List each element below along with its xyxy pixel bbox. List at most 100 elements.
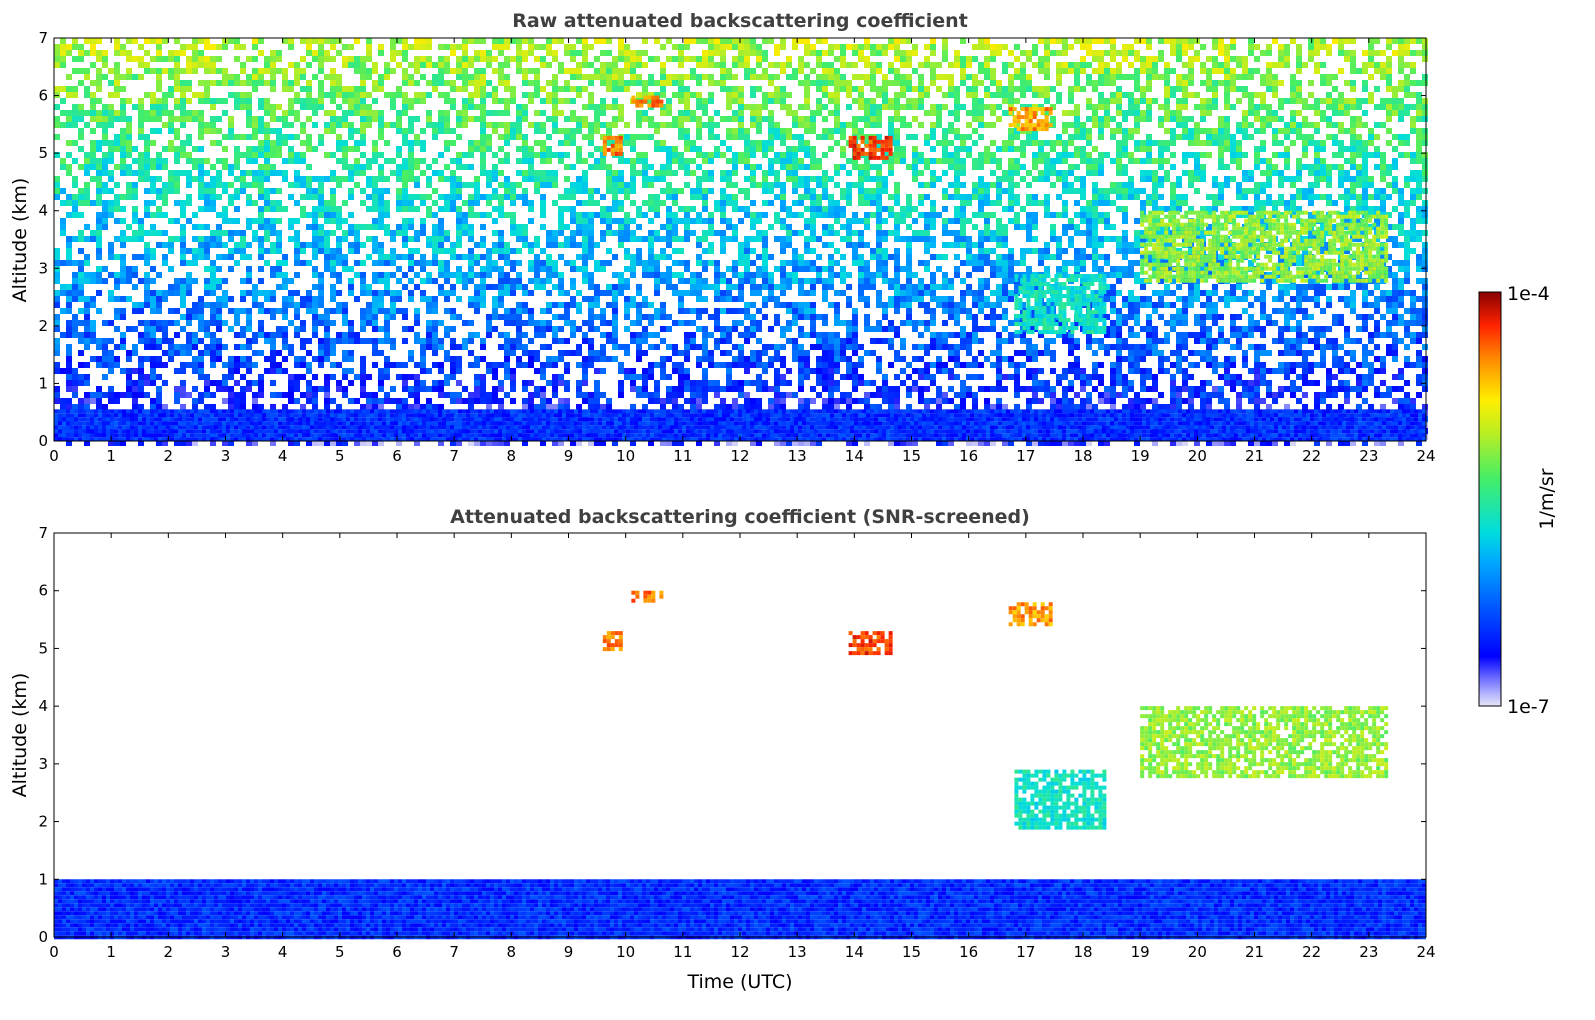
noise-cell	[1020, 104, 1026, 110]
noise-cell	[408, 116, 414, 122]
noise-cell	[366, 194, 372, 200]
noise-cell	[1092, 38, 1098, 44]
noise-cell	[372, 110, 378, 116]
noise-cell	[468, 230, 474, 236]
noise-cell	[258, 50, 264, 56]
noise-cell	[1194, 140, 1200, 146]
noise-cell	[930, 146, 936, 152]
noise-cell	[1020, 92, 1026, 98]
noise-cell	[174, 134, 180, 140]
noise-cell	[156, 68, 162, 74]
noise-cell	[1074, 86, 1080, 92]
noise-cell	[726, 104, 732, 110]
noise-cell	[408, 62, 414, 68]
noise-cell	[960, 224, 966, 230]
noise-cell	[1350, 176, 1356, 182]
noise-cell	[906, 62, 912, 68]
noise-cell	[228, 80, 234, 86]
noise-cell	[60, 164, 66, 170]
noise-cell	[234, 44, 240, 50]
noise-cell	[168, 68, 174, 74]
noise-cell	[60, 56, 66, 62]
noise-cell	[90, 80, 96, 86]
noise-cell	[942, 38, 948, 44]
noise-cell	[348, 56, 354, 62]
noise-cell	[522, 134, 528, 140]
noise-cell	[1074, 62, 1080, 68]
noise-cell	[78, 248, 84, 254]
noise-cell	[1404, 86, 1410, 92]
noise-cell	[678, 86, 684, 92]
noise-cell	[930, 236, 936, 242]
noise-cell	[1404, 212, 1410, 218]
noise-cell	[654, 38, 660, 44]
noise-cell	[234, 134, 240, 140]
noise-cell	[144, 188, 150, 194]
noise-cell	[342, 146, 348, 152]
noise-cell	[1026, 50, 1032, 56]
noise-cell	[258, 38, 264, 44]
noise-cell	[1284, 44, 1290, 50]
noise-cell	[978, 104, 984, 110]
noise-cell	[408, 200, 414, 206]
noise-cell	[750, 92, 756, 98]
noise-cell	[978, 188, 984, 194]
noise-cell	[738, 86, 744, 92]
noise-cell	[702, 74, 708, 80]
noise-cell	[576, 254, 582, 260]
noise-cell	[582, 218, 588, 224]
noise-cell	[990, 68, 996, 74]
noise-cell	[780, 188, 786, 194]
noise-cell	[186, 248, 192, 254]
noise-cell	[498, 170, 504, 176]
noise-cell	[666, 146, 672, 152]
noise-cell	[546, 92, 552, 98]
noise-cell	[1350, 38, 1356, 44]
noise-cell	[1404, 236, 1410, 242]
noise-cell	[204, 224, 210, 230]
noise-cell	[138, 98, 144, 104]
noise-cell	[1020, 248, 1026, 254]
noise-cell	[1380, 254, 1386, 260]
noise-cell	[90, 128, 96, 134]
noise-cell	[1122, 164, 1128, 170]
noise-cell	[1260, 146, 1266, 152]
noise-cell	[408, 176, 414, 182]
noise-cell	[546, 230, 552, 236]
noise-cell	[798, 104, 804, 110]
noise-cell	[222, 158, 228, 164]
noise-cell	[630, 218, 636, 224]
noise-cell	[1386, 224, 1392, 230]
noise-cell	[1140, 206, 1146, 212]
noise-cell	[384, 74, 390, 80]
noise-cell	[1272, 86, 1278, 92]
noise-cell	[798, 200, 804, 206]
noise-cell	[762, 74, 768, 80]
noise-cell	[1296, 80, 1302, 86]
noise-cell	[618, 116, 624, 122]
noise-cell	[696, 194, 702, 200]
noise-cell	[150, 68, 156, 74]
noise-cell	[1008, 50, 1014, 56]
noise-cell	[924, 242, 930, 248]
noise-cell	[588, 248, 594, 254]
noise-cell	[1140, 86, 1146, 92]
noise-cell	[1254, 164, 1260, 170]
noise-cell	[348, 62, 354, 68]
noise-cell	[1266, 110, 1272, 116]
noise-cell	[1422, 170, 1428, 176]
noise-cell	[1068, 122, 1074, 128]
noise-cell	[576, 224, 582, 230]
noise-cell	[822, 134, 828, 140]
noise-cell	[138, 164, 144, 170]
noise-cell	[186, 62, 192, 68]
noise-cell	[780, 260, 786, 266]
noise-cell	[192, 116, 198, 122]
noise-cell	[684, 230, 690, 236]
noise-cell	[1356, 206, 1362, 212]
noise-cell	[1344, 128, 1350, 134]
noise-cell	[720, 200, 726, 206]
noise-cell	[1398, 62, 1404, 68]
noise-cell	[738, 62, 744, 68]
noise-cell	[96, 146, 102, 152]
